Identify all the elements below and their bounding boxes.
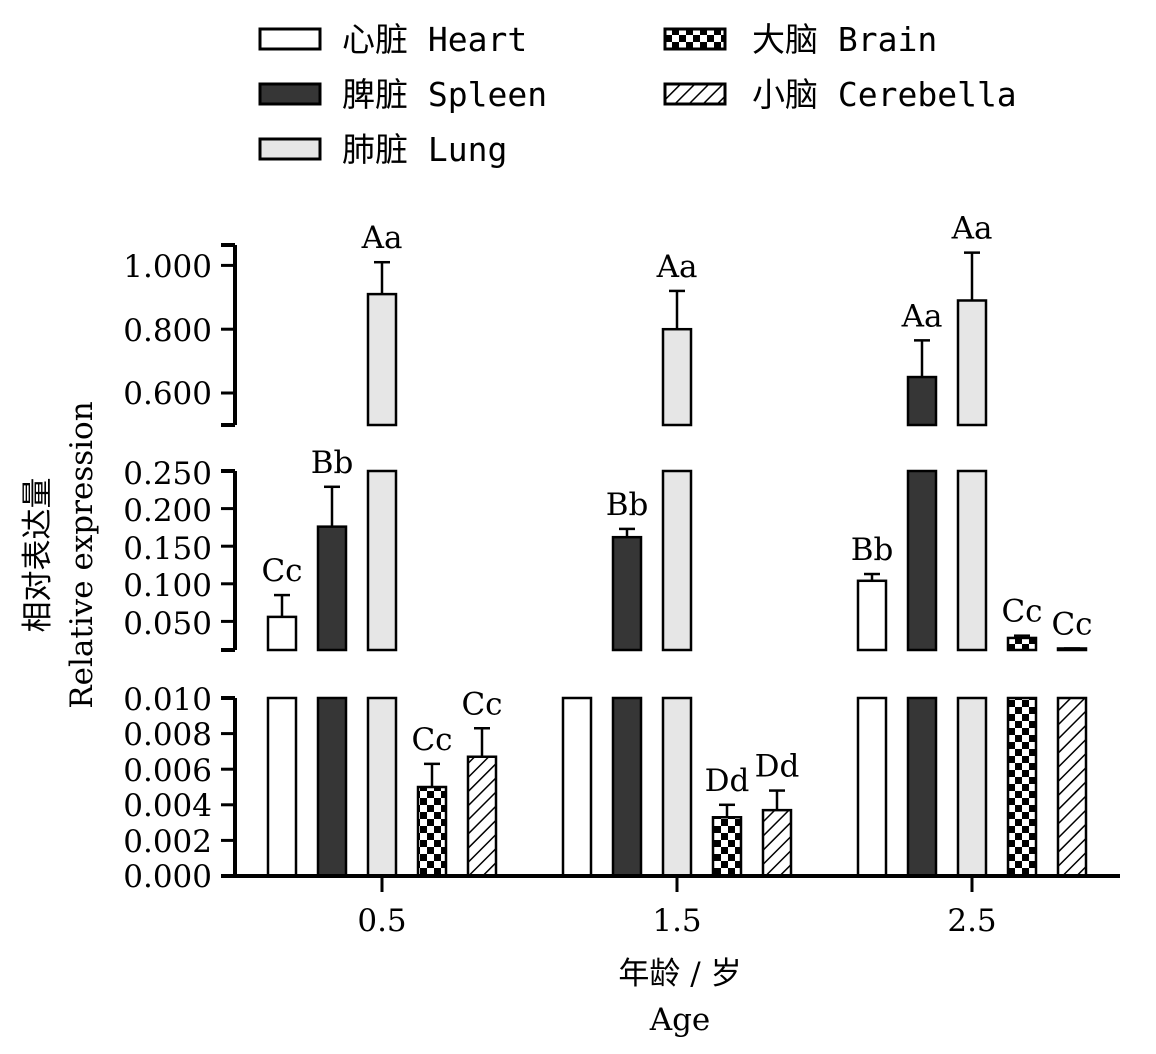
bar-heart-1.5: [561, 696, 593, 878]
significance-label: Cc: [461, 686, 502, 722]
bar-spleen-2.5: [906, 375, 938, 427]
y-axis-title-cn: 相对表达量: [20, 478, 56, 633]
y-tick-label: 0.600: [123, 376, 212, 412]
significance-label: Bb: [311, 445, 354, 481]
bar-brain-0.5: [416, 785, 448, 878]
y-tick-label: 0.150: [123, 531, 212, 567]
y-tick-label: 0.010: [123, 682, 212, 718]
bar-lung-0.5: [366, 696, 398, 878]
y-tick-label: 0.008: [123, 717, 212, 753]
significance-label: Aa: [901, 298, 943, 334]
bar-heart-0.5: [266, 615, 298, 652]
bar-spleen-2.5: [906, 469, 938, 652]
legend-item-heart: 心脏 Heart: [258, 20, 527, 59]
bar-lung-0.5: [366, 292, 398, 427]
bar-spleen-1.5: [611, 535, 643, 652]
significance-label: Cc: [1001, 594, 1042, 630]
legend: 心脏 Heart 脾脏 Spleen 肺脏 Lung 大脑 Brain 小脑 C…: [258, 20, 1017, 169]
bar-heart-2.5: [856, 696, 888, 878]
y-axis-title: 相对表达量 Relative expression: [20, 401, 100, 708]
bar-lung-1.5: [661, 696, 693, 878]
bar-lung-0.5: [366, 469, 398, 652]
bar-lung-2.5: [956, 469, 988, 652]
y-tick-label: 0.050: [123, 606, 212, 642]
bar-brain-2.5: [1006, 636, 1038, 652]
y-tick-label: 0.800: [123, 313, 212, 349]
bars-layer: [266, 251, 1088, 878]
bar-spleen-1.5: [611, 696, 643, 878]
bar-heart-2.5: [856, 579, 888, 652]
legend-label-spleen: 脾脏 Spleen: [342, 75, 547, 114]
bar-brain-2.5: [1006, 696, 1038, 878]
x-axis-title-cn: 年龄 / 岁: [618, 956, 741, 992]
bar-lung-1.5: [661, 327, 693, 427]
y-tick-label: 0.002: [123, 824, 212, 860]
bar-lung-1.5: [661, 469, 693, 652]
significance-label: Cc: [1051, 606, 1092, 642]
legend-swatch-cerebella: [663, 82, 727, 106]
bar-brain-1.5: [711, 816, 743, 878]
significance-label: Cc: [261, 553, 302, 589]
legend-item-cerebella: 小脑 Cerebella: [663, 75, 1017, 114]
x-category-label: 2.5: [947, 903, 996, 939]
bar-spleen-0.5: [316, 696, 348, 878]
bar-heart-0.5: [266, 696, 298, 878]
y-tick-label: 1.000: [123, 249, 212, 285]
significance-label: Cc: [411, 722, 452, 758]
legend-swatch-brain: [663, 27, 727, 51]
bar-lung-2.5: [956, 696, 988, 878]
bar-cerebella-1.5: [761, 808, 793, 878]
legend-label-brain: 大脑 Brain: [752, 20, 937, 59]
axes-layer: [221, 243, 1120, 892]
x-category-label: 0.5: [357, 903, 406, 939]
significance-label: Aa: [656, 249, 698, 285]
significance-label: Bb: [606, 487, 649, 523]
significance-label: Dd: [705, 763, 750, 799]
y-tick-label: 0.000: [123, 859, 212, 895]
y-tick-label: 0.006: [123, 753, 212, 789]
bar-lung-2.5: [956, 299, 988, 427]
significance-label: Dd: [755, 749, 800, 785]
bar-cerebella-0.5: [466, 755, 498, 878]
y-tick-label: 0.100: [123, 568, 212, 604]
y-tick-label: 0.200: [123, 493, 212, 529]
x-axis-title-en: Age: [649, 1002, 711, 1038]
legend-label-lung: 肺脏 Lung: [342, 130, 507, 169]
y-axis-title-en: Relative expression: [64, 401, 100, 708]
legend-swatch-spleen: [258, 82, 322, 106]
legend-swatch-lung: [258, 137, 322, 161]
bar-spleen-0.5: [316, 525, 348, 652]
legend-item-brain: 大脑 Brain: [663, 20, 937, 59]
y-tick-label: 0.250: [123, 456, 212, 492]
bar-spleen-2.5: [906, 696, 938, 878]
y-tick-labels: 0.000 0.002 0.004 0.006 0.008 0.010 0.05…: [123, 249, 212, 895]
significance-label: Aa: [951, 211, 993, 247]
bar-cerebella-2.5: [1056, 696, 1088, 878]
y-tick-label: 0.004: [123, 788, 212, 824]
legend-swatch-heart: [258, 27, 322, 51]
legend-label-heart: 心脏 Heart: [342, 20, 527, 59]
legend-label-cerebella: 小脑 Cerebella: [752, 75, 1017, 114]
significance-label: Bb: [851, 532, 894, 568]
legend-item-spleen: 脾脏 Spleen: [258, 75, 547, 114]
significance-label: Aa: [361, 220, 403, 256]
legend-item-lung: 肺脏 Lung: [258, 130, 507, 169]
x-category-label: 1.5: [652, 903, 701, 939]
